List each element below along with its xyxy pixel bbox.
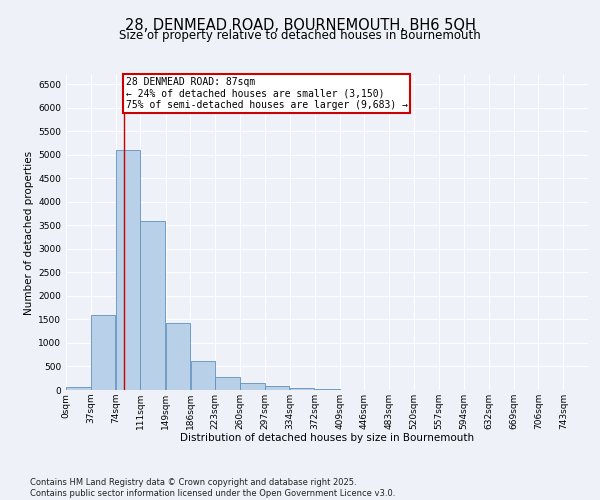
Bar xyxy=(290,388,314,390)
Text: 28 DENMEAD ROAD: 87sqm
← 24% of detached houses are smaller (3,150)
75% of semi-: 28 DENMEAD ROAD: 87sqm ← 24% of detached… xyxy=(125,76,407,110)
X-axis label: Distribution of detached houses by size in Bournemouth: Distribution of detached houses by size … xyxy=(180,434,474,444)
Text: Contains HM Land Registry data © Crown copyright and database right 2025.
Contai: Contains HM Land Registry data © Crown c… xyxy=(30,478,395,498)
Bar xyxy=(91,315,115,390)
Bar xyxy=(166,323,190,390)
Bar xyxy=(116,150,140,390)
Bar xyxy=(265,386,289,390)
Bar xyxy=(240,384,265,390)
Bar xyxy=(66,387,91,390)
Text: 28, DENMEAD ROAD, BOURNEMOUTH, BH6 5QH: 28, DENMEAD ROAD, BOURNEMOUTH, BH6 5QH xyxy=(125,18,475,32)
Bar xyxy=(215,377,240,390)
Text: Size of property relative to detached houses in Bournemouth: Size of property relative to detached ho… xyxy=(119,29,481,42)
Bar xyxy=(140,220,165,390)
Y-axis label: Number of detached properties: Number of detached properties xyxy=(24,150,34,314)
Bar xyxy=(191,361,215,390)
